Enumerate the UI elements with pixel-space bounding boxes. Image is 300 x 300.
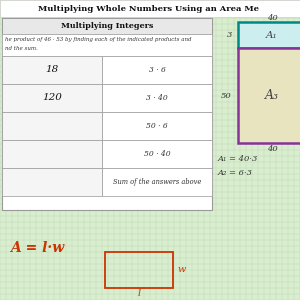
Bar — [2, 18, 212, 34]
Bar — [102, 112, 212, 140]
Text: Sum of the answers above: Sum of the answers above — [113, 178, 201, 186]
Text: nd the sum.: nd the sum. — [5, 46, 38, 52]
Text: 3 · 40: 3 · 40 — [146, 94, 168, 102]
Text: 40: 40 — [267, 145, 278, 153]
Bar — [102, 140, 212, 168]
Text: he product of 46 · 53 by finding each of the indicated products and: he product of 46 · 53 by finding each of… — [5, 38, 191, 43]
Text: 50 · 6: 50 · 6 — [146, 122, 168, 130]
Text: Multiplying Whole Numbers Using an Area Me: Multiplying Whole Numbers Using an Area … — [38, 5, 259, 13]
Text: w: w — [177, 266, 185, 274]
Bar — [2, 112, 102, 140]
Text: 50: 50 — [221, 92, 232, 100]
Bar — [2, 18, 212, 210]
Bar — [2, 168, 102, 196]
Text: A₁ = 40·3: A₁ = 40·3 — [218, 155, 258, 163]
Bar — [2, 56, 102, 84]
Text: A₃: A₃ — [265, 89, 279, 102]
Bar — [105, 252, 173, 288]
Text: 50 · 40: 50 · 40 — [144, 150, 170, 158]
Text: 40: 40 — [267, 14, 278, 22]
Bar — [102, 56, 212, 84]
Text: 3 · 6: 3 · 6 — [148, 66, 165, 74]
Text: A₁: A₁ — [266, 31, 278, 40]
Bar — [0, 0, 300, 17]
Bar — [102, 168, 212, 196]
Bar — [2, 84, 102, 112]
Text: 120: 120 — [42, 94, 62, 103]
Text: A₂ = 6·3: A₂ = 6·3 — [218, 169, 253, 177]
Bar — [238, 48, 300, 143]
Text: Multiplying Integers: Multiplying Integers — [61, 22, 153, 30]
Text: 18: 18 — [45, 65, 58, 74]
Text: A = l·w: A = l·w — [10, 241, 64, 255]
Text: l: l — [137, 289, 141, 298]
Text: 3: 3 — [226, 31, 232, 39]
Bar — [102, 84, 212, 112]
Bar — [2, 34, 212, 56]
Bar — [2, 140, 102, 168]
Bar — [238, 22, 300, 48]
